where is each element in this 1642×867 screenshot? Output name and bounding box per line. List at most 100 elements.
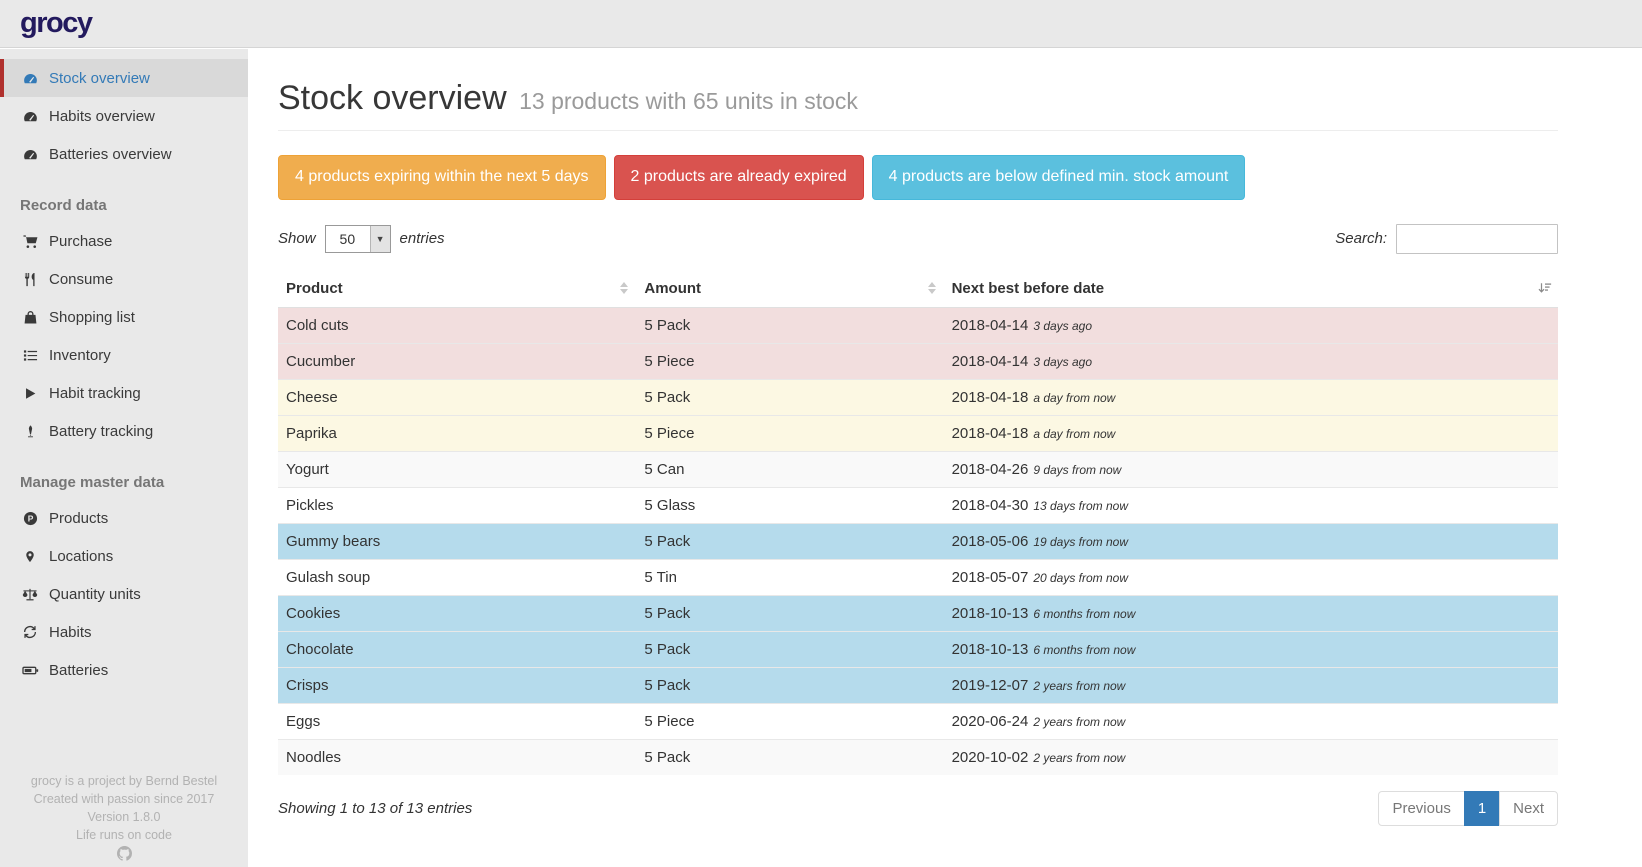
page-size-select-wrap: 50 ▼ <box>324 224 391 253</box>
date-note: 2 years from now <box>1033 678 1126 693</box>
page-number-button[interactable]: 1 <box>1463 790 1501 826</box>
table-row[interactable]: Noodles 5 Pack 2020-10-02 2 years from no… <box>278 738 1558 775</box>
table-header-row: Product Amount Next best before date <box>278 269 1558 308</box>
sidebar-item-battery-tracking[interactable]: Battery tracking <box>0 412 248 450</box>
product-cell: Cookies <box>278 594 637 632</box>
table-footer: Showing 1 to 13 of 13 entries Previous 1… <box>278 790 1558 826</box>
product-cell: Pickles <box>278 486 637 524</box>
sort-amount-asc-icon <box>1538 281 1552 295</box>
sidebar-item-consume[interactable]: Consume <box>0 260 248 298</box>
table-row[interactable]: Pickles 5 Glass 2018-04-30 13 days from n… <box>278 486 1558 524</box>
sidebar-section-record-data: Record data <box>20 197 107 214</box>
search-input[interactable] <box>1396 223 1558 254</box>
page-header: Stock overview 13 products with 65 units… <box>278 79 1558 131</box>
svg-text:P: P <box>27 513 33 523</box>
table-row[interactable]: Cucumber 5 Piece 2018-04-14 3 days ago <box>278 342 1558 380</box>
date-cell: 2018-10-13 6 months from now <box>943 630 1558 668</box>
table-row[interactable]: Eggs 5 Piece 2020-06-24 2 years from now <box>278 702 1558 740</box>
date-note: 2 years from now <box>1033 750 1126 765</box>
date-cell: 2018-04-18 a day from now <box>943 414 1558 452</box>
sidebar-section-manage-master-data: Manage master data <box>20 474 165 491</box>
product-cell: Cheese <box>278 378 637 416</box>
product-cell: Gummy bears <box>278 522 637 560</box>
expired-products-button[interactable]: 2 products are already expired <box>613 155 864 200</box>
github-icon[interactable] <box>0 846 248 861</box>
sort-icon <box>620 282 629 295</box>
amount-cell: 5 Pack <box>636 738 944 775</box>
amount-cell: 5 Glass <box>636 486 944 524</box>
amount-cell: 5 Pack <box>636 522 944 560</box>
sidebar-footer-line: Version 1.8.0 <box>87 809 161 824</box>
pagination: Previous 1 Next <box>1378 790 1558 826</box>
sync-icon <box>20 625 40 639</box>
sidebar-item-habits-overview[interactable]: Habits overview <box>0 97 248 135</box>
top-bar: grocy <box>0 0 1642 48</box>
column-header-amount[interactable]: Amount <box>636 269 944 308</box>
sidebar-item-label: Inventory <box>49 346 111 364</box>
main-content: Stock overview 13 products with 65 units… <box>248 49 1642 867</box>
play-icon <box>20 387 40 400</box>
date-note: 13 days from now <box>1033 498 1129 513</box>
next-page-button[interactable]: Next <box>1499 790 1558 826</box>
date-cell: 2020-06-24 2 years from now <box>943 702 1558 740</box>
product-circle-icon: P <box>20 511 40 526</box>
sidebar-item-label: Products <box>49 509 109 527</box>
date-note: 6 months from now <box>1033 606 1136 621</box>
sidebar-item-batteries[interactable]: Batteries <box>0 651 248 689</box>
table-row[interactable]: Gulash soup 5 Tin 2018-05-07 20 days from… <box>278 558 1558 596</box>
page-size-select[interactable]: 50 <box>325 225 390 252</box>
table-row[interactable]: Crisps 5 Pack 2019-12-07 2 years from now <box>278 666 1558 704</box>
table-row[interactable]: Cold cuts 5 Pack 2018-04-14 3 days ago <box>278 307 1558 344</box>
pen-icon <box>20 424 40 438</box>
sidebar-item-products[interactable]: P Products <box>0 499 248 537</box>
sidebar-footer: grocy is a project by Bernd Bestel Creat… <box>0 772 248 862</box>
sidebar-item-shopping-list[interactable]: Shopping list <box>0 298 248 336</box>
date-note: a day from now <box>1033 426 1116 441</box>
table-row[interactable]: Cheese 5 Pack 2018-04-18 a day from now <box>278 378 1558 416</box>
table-row[interactable]: Cookies 5 Pack 2018-10-13 6 months from n… <box>278 594 1558 632</box>
sidebar-item-stock-overview[interactable]: Stock overview <box>0 59 248 97</box>
expiring-products-button[interactable]: 4 products expiring within the next 5 da… <box>278 155 606 200</box>
entries-summary: Showing 1 to 13 of 13 entries <box>278 799 473 817</box>
sidebar-item-label: Batteries <box>49 661 109 679</box>
sidebar: Stock overview Habits overview Batteries… <box>0 49 248 867</box>
date-cell: 2018-04-18 a day from now <box>943 378 1558 416</box>
previous-page-button[interactable]: Previous <box>1378 790 1465 826</box>
tachometer-icon <box>20 71 40 86</box>
amount-cell: 5 Pack <box>636 630 944 668</box>
table-row[interactable]: Chocolate 5 Pack 2018-10-13 6 months from… <box>278 630 1558 668</box>
sidebar-item-label: Habit tracking <box>49 384 141 402</box>
product-cell: Cold cuts <box>278 307 637 344</box>
date-note: 20 days from now <box>1033 570 1129 585</box>
date-note: 2 years from now <box>1033 714 1126 729</box>
sidebar-footer-line: Life runs on code <box>76 827 172 842</box>
product-cell: Gulash soup <box>278 558 637 596</box>
amount-cell: 5 Piece <box>636 702 944 740</box>
amount-cell: 5 Pack <box>636 307 944 344</box>
product-cell: Cucumber <box>278 342 637 380</box>
sidebar-item-habits[interactable]: Habits <box>0 613 248 651</box>
product-cell: Paprika <box>278 414 637 452</box>
sidebar-item-label: Batteries overview <box>49 145 172 163</box>
app-logo[interactable]: grocy <box>20 7 93 39</box>
sidebar-item-inventory[interactable]: Inventory <box>0 336 248 374</box>
table-row[interactable]: Paprika 5 Piece 2018-04-18 a day from now <box>278 414 1558 452</box>
tachometer-icon <box>20 147 40 162</box>
sidebar-item-label: Habits <box>49 623 92 641</box>
sidebar-item-locations[interactable]: Locations <box>0 537 248 575</box>
utensils-icon <box>20 272 40 287</box>
column-header-next-best-before-date[interactable]: Next best before date <box>943 269 1558 308</box>
below-min-stock-button[interactable]: 4 products are below defined min. stock … <box>871 155 1246 200</box>
table-row[interactable]: Gummy bears 5 Pack 2018-05-06 19 days fro… <box>278 522 1558 560</box>
sidebar-item-purchase[interactable]: Purchase <box>0 222 248 260</box>
amount-cell: 5 Pack <box>636 666 944 704</box>
sidebar-item-batteries-overview[interactable]: Batteries overview <box>0 135 248 173</box>
sidebar-item-label: Quantity units <box>49 585 141 603</box>
sidebar-footer-line: Created with passion since 2017 <box>33 791 215 806</box>
show-label: Show <box>278 230 316 248</box>
table-row[interactable]: Yogurt 5 Can 2018-04-26 9 days from now <box>278 450 1558 488</box>
balance-scale-icon <box>20 587 40 602</box>
sidebar-item-quantity-units[interactable]: Quantity units <box>0 575 248 613</box>
sidebar-item-habit-tracking[interactable]: Habit tracking <box>0 374 248 412</box>
column-header-product[interactable]: Product <box>278 269 637 308</box>
